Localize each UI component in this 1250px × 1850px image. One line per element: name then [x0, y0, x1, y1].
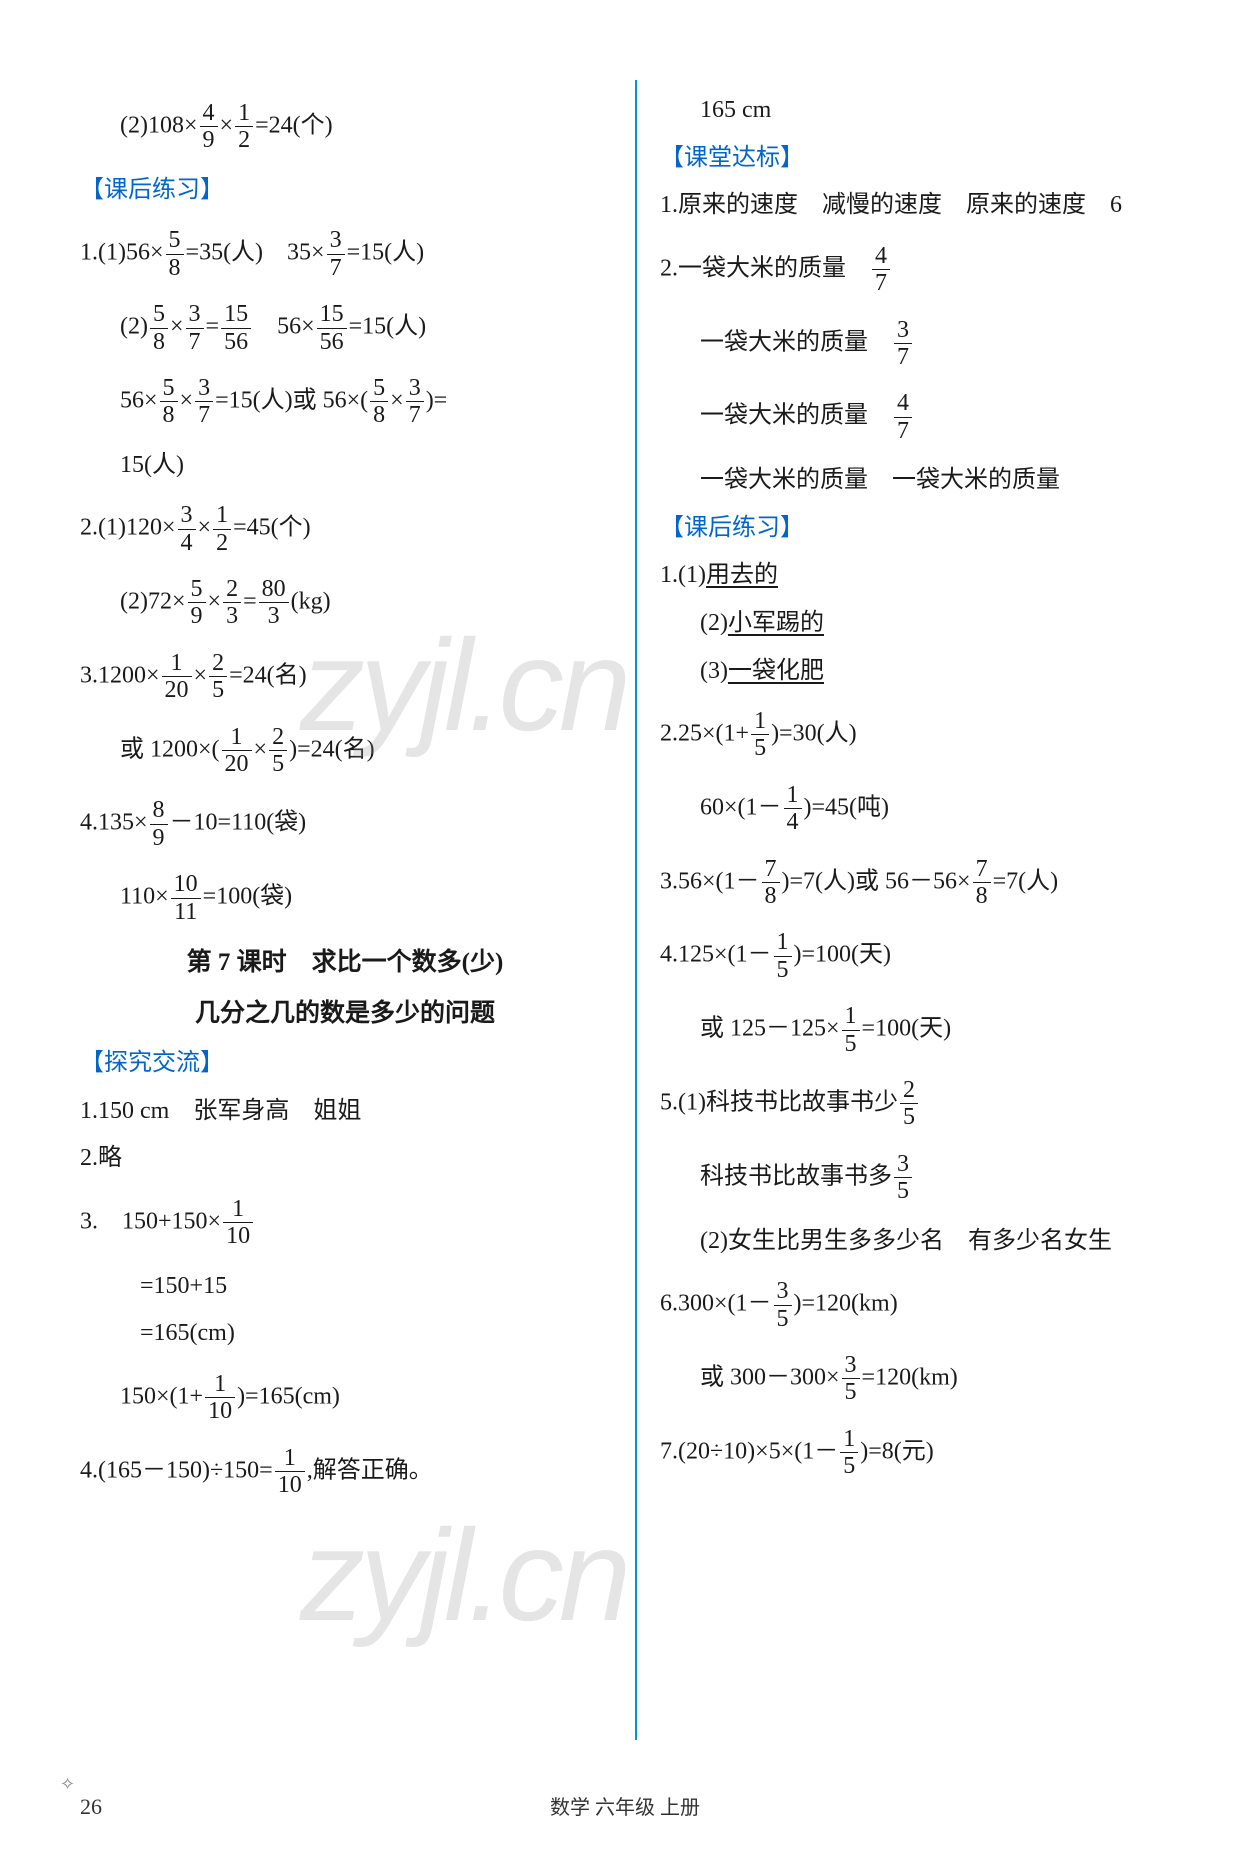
text-line: 165 cm [660, 94, 1190, 128]
text-line: (2)小军踢的 [660, 607, 1190, 641]
math-line: 4.(165－150)÷150=110,解答正确。 [80, 1445, 610, 1499]
label: (2) [700, 610, 728, 636]
section-heading: 【课堂达标】 [660, 142, 1190, 176]
math-line: 一袋大米的质量 37 [660, 317, 1190, 371]
math-line: 56×58×37=15(人)或 56×(58×37)= [80, 375, 610, 429]
right-column: 165 cm 【课堂达标】 1.原来的速度 减慢的速度 原来的速度 6 2.一袋… [635, 80, 1190, 1760]
label: (3) [700, 658, 728, 684]
math-line: 60×(1－14)=45(吨) [660, 782, 1190, 836]
math-line: 3.56×(1－78)=7(人)或 56－56×78=7(人) [660, 856, 1190, 910]
math-line: 3.1200×120×25=24(名) [80, 650, 610, 704]
text-line: (2)女生比男生多多少名 有多少名女生 [660, 1225, 1190, 1259]
math-line: (2)58×37=1556 56×1556=15(人) [80, 301, 610, 355]
page-number: 26 [80, 1794, 102, 1820]
math-line: 1.(1)56×58=35(人) 35×37=15(人) [80, 227, 610, 281]
math-line: 3. 150+150×110 [80, 1196, 610, 1250]
math-line: 150×(1+110)=165(cm) [80, 1371, 610, 1425]
math-line: 4.135×89－10=110(袋) [80, 797, 610, 851]
math-line: 2.(1)120×34×12=45(个) [80, 502, 610, 556]
math-line: =150+15 [80, 1270, 610, 1304]
text-line: 1.(1)用去的 [660, 559, 1190, 593]
left-column: (2)108×49×12=24(个) 【课后练习】 1.(1)56×58=35(… [80, 80, 635, 1760]
math-line: 或 125－125×15=100(天) [660, 1003, 1190, 1057]
text-line: 一袋大米的质量 一袋大米的质量 [660, 464, 1190, 498]
math-line: 6.300×(1－35)=120(km) [660, 1278, 1190, 1332]
page-footer: 数学 六年级 上册 [0, 1791, 1250, 1820]
label: 1.(1) [660, 562, 706, 588]
underlined-answer: 一袋化肥 [728, 658, 824, 684]
content-columns: (2)108×49×12=24(个) 【课后练习】 1.(1)56×58=35(… [80, 80, 1190, 1760]
underlined-answer: 用去的 [706, 562, 778, 588]
text-line: 2.略 [80, 1142, 610, 1176]
text-line: 1.原来的速度 减慢的速度 原来的速度 6 [660, 189, 1190, 223]
lesson-title: 第 7 课时 求比一个数多(少) [80, 945, 610, 980]
math-line: 或 300－300×35=120(km) [660, 1352, 1190, 1406]
math-line: 2.一袋大米的质量 47 [660, 243, 1190, 297]
math-line: 一袋大米的质量 47 [660, 390, 1190, 444]
math-line: 15(人) [80, 449, 610, 483]
math-line: 4.125×(1－15)=100(天) [660, 929, 1190, 983]
lesson-title: 几分之几的数是多少的问题 [80, 996, 610, 1031]
math-line: 110×1011=100(袋) [80, 871, 610, 925]
section-heading: 【课后练习】 [660, 512, 1190, 546]
math-line: (2)108×49×12=24(个) [80, 100, 610, 154]
math-line: =165(cm) [80, 1317, 610, 1351]
section-heading: 【课后练习】 [80, 174, 610, 208]
math-line: 或 1200×(120×25)=24(名) [80, 724, 610, 778]
math-line: 2.25×(1+15)=30(人) [660, 708, 1190, 762]
text-line: (3)一袋化肥 [660, 655, 1190, 689]
column-divider [635, 80, 637, 1740]
section-heading: 【探究交流】 [80, 1047, 610, 1081]
text-line: 1.150 cm 张军身高 姐姐 [80, 1095, 610, 1129]
math-line: 7.(20÷10)×5×(1－15)=8(元) [660, 1426, 1190, 1480]
math-line: 科技书比故事书多35 [660, 1151, 1190, 1205]
underlined-answer: 小军踢的 [728, 610, 824, 636]
math-line: 5.(1)科技书比故事书少25 [660, 1077, 1190, 1131]
page-decoration-icon: ✧ [60, 1774, 75, 1795]
math-line: (2)72×59×23=803(kg) [80, 576, 610, 630]
